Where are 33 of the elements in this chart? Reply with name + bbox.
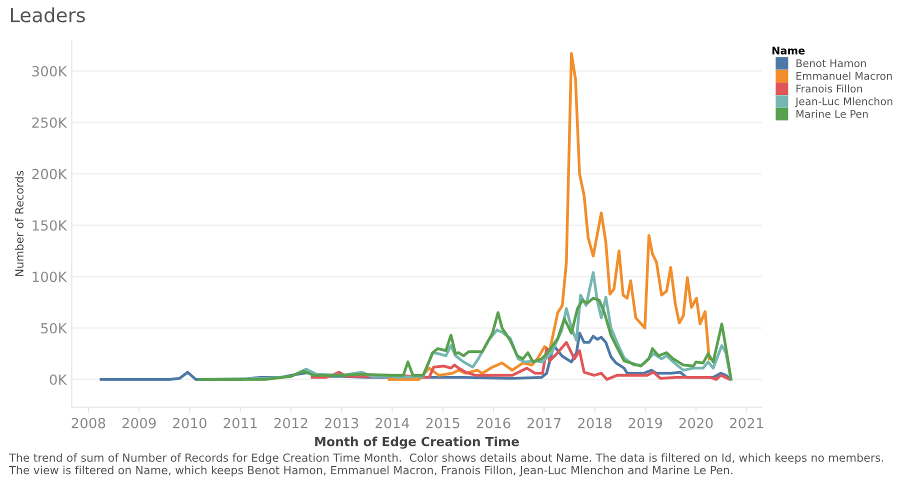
- line-series: [198, 296, 732, 381]
- x-tick-label: 2014: [376, 418, 410, 428]
- y-tick-label: 0K: [50, 374, 68, 385]
- y-tick-label: 200K: [32, 168, 68, 180]
- y-tick-label: 300K: [32, 66, 68, 76]
- y-tick-label: 250K: [32, 117, 68, 128]
- legend-label: Jean-Luc Mlenchon: [794, 97, 892, 108]
- x-tick-label: 2015: [426, 418, 460, 428]
- x-tick-label: 2008: [72, 418, 106, 428]
- x-tick-label: 2017: [527, 418, 561, 428]
- legend-title: Name: [772, 46, 805, 54]
- legend-label: Emmanuel Macron: [796, 72, 892, 80]
- y-axis-title: Number of Records: [14, 170, 24, 276]
- x-tick-label: 2019: [628, 418, 662, 428]
- x-axis-title: Month of Edge Creation Time: [315, 436, 519, 449]
- x-tick-label: 2018: [578, 418, 612, 428]
- line-series: [388, 52, 711, 381]
- x-tick-label: 2016: [476, 418, 510, 428]
- legend-label: Benot Hamon: [796, 59, 866, 68]
- y-tick-label: 100K: [32, 272, 68, 282]
- y-tick-label: 50K: [41, 323, 68, 334]
- chart-title: Leaders: [10, 7, 85, 22]
- x-tick-label: 2012: [274, 418, 308, 428]
- legend-label: Marine Le Pen: [796, 110, 868, 118]
- x-tick-label: 2010: [173, 418, 206, 428]
- x-tick-label: 2009: [122, 418, 156, 428]
- x-tick-label: 2021: [730, 418, 764, 428]
- y-tick-label: 150K: [32, 220, 68, 231]
- x-tick-label: 2013: [324, 418, 358, 428]
- text: The trend of sum of Number of Records for Edge Creation Time Month. Color shows details about Name. The data is filtered on Id, which keeps no members. The view is filtered on Name, which keeps Benot Hamon, Emmanuel Macron, Franois Fillon, Jean-Luc Mlenchon and Marine Le Pen.: [9, 453, 884, 476]
- x-tick-label: 2011: [224, 418, 257, 428]
- x-tick-label: 2020: [679, 418, 713, 428]
- legend-label: Franois Fillon: [796, 84, 862, 93]
